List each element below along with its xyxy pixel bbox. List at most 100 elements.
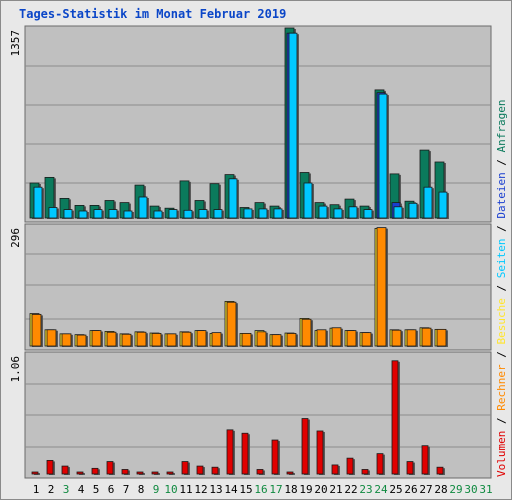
x-tick-label: 7 [123,483,130,496]
bar-seiten [168,209,178,219]
x-tick-label: 28 [434,483,447,496]
bar-seiten [438,191,448,219]
bar-volumen [196,465,204,475]
x-tick-label: 19 [299,483,312,496]
x-tick-label: 12 [194,483,207,496]
bar-volumen [406,461,414,475]
bar-rechner [61,333,72,347]
bar-seiten [153,210,163,219]
bar-seiten [303,182,313,219]
bar-rechner [331,327,342,347]
x-tick-label: 29 [449,483,462,496]
bar-seiten [318,205,328,219]
x-tick-label: 21 [329,483,342,496]
bar-seiten [78,210,88,219]
x-tick-label: 10 [164,483,177,496]
bar-rechner [196,330,207,347]
x-tick-label: 24 [374,483,388,496]
bar-volumen [106,461,114,475]
bar-rechner [91,330,102,347]
bar-volumen [91,467,99,475]
plot-area-middle [24,223,492,351]
bar-seiten [273,208,283,219]
x-tick-label: 27 [419,483,432,496]
bar-volumen [271,439,279,475]
bar-rechner [226,301,237,347]
bar-rechner [46,329,57,347]
x-tick-label: 17 [269,483,282,496]
bar-volumen [316,430,324,475]
plot-area-top [24,25,492,223]
bar-volumen [121,469,129,475]
bar-rechner [31,313,42,347]
bar-rechner [166,333,177,347]
x-tick-label: 15 [239,483,252,496]
bar-seiten [393,206,403,219]
bar-seiten [123,210,133,219]
ymax-label: 1357 [9,30,22,57]
bar-volumen [241,432,249,475]
x-tick-label: 23 [359,483,372,496]
x-tick-label: 26 [404,483,417,496]
ymax-label: 296 [9,228,22,248]
bar-volumen [361,469,369,475]
bar-rechner [421,327,432,347]
bar-rechner [346,330,357,347]
bar-rechner [151,333,162,347]
bar-volumen [421,445,429,475]
bar-rechner [136,331,147,347]
bar-volumen [166,471,174,475]
bar-rechner [286,333,297,347]
bar-rechner [106,331,117,347]
legend-separator: / [495,152,508,172]
bar-seiten [408,202,418,219]
x-tick-label: 6 [108,483,115,496]
bar-volumen [256,469,264,475]
bar-volumen [136,471,144,475]
bar-volumen [226,429,234,475]
bar-volumen [181,461,189,475]
bar-volumen [286,471,294,475]
bar-volumen [346,457,354,475]
bar-volumen [211,466,219,475]
bar-rechner [271,334,282,347]
bar-seiten [183,209,193,219]
bar-volumen [46,460,54,475]
legend-volumen: Volumen [495,431,508,477]
x-tick-label: 16 [254,483,267,496]
x-tick-label: 14 [224,483,238,496]
bar-rechner [406,329,417,347]
bar-seiten [288,32,298,219]
bar-rechner [436,328,447,347]
bar-seiten [348,206,358,219]
bar-rechner [391,329,402,347]
legend-separator: / [495,345,508,365]
legend-anfragen: Anfragen [495,99,508,152]
legend-separator: / [495,278,508,298]
bar-rechner [301,318,312,347]
bar-volumen [61,465,69,475]
bar-rechner [211,332,222,347]
bar-rechner [316,329,327,347]
bar-seiten [108,209,118,219]
x-tick-label: 18 [284,483,297,496]
x-tick-label: 22 [344,483,357,496]
bar-seiten [258,208,268,219]
bar-rechner [361,332,372,347]
bar-seiten [363,209,373,219]
legend-besuche: Besuche [495,298,508,344]
legend: Volumen / Rechner / Besuche / Seiten / D… [495,99,508,477]
ymax-label: 1.06 [9,356,22,383]
bar-seiten [198,209,208,219]
x-tick-label: 31 [479,483,492,496]
bar-volumen [31,471,39,475]
bar-seiten [423,186,433,219]
bar-rechner [76,334,87,347]
bar-volumen [151,471,159,475]
legend-seiten: Seiten [495,239,508,279]
legend-separator: / [495,411,508,431]
bar-rechner [376,227,387,347]
bar-volumen [436,466,444,475]
bar-seiten [333,208,343,219]
